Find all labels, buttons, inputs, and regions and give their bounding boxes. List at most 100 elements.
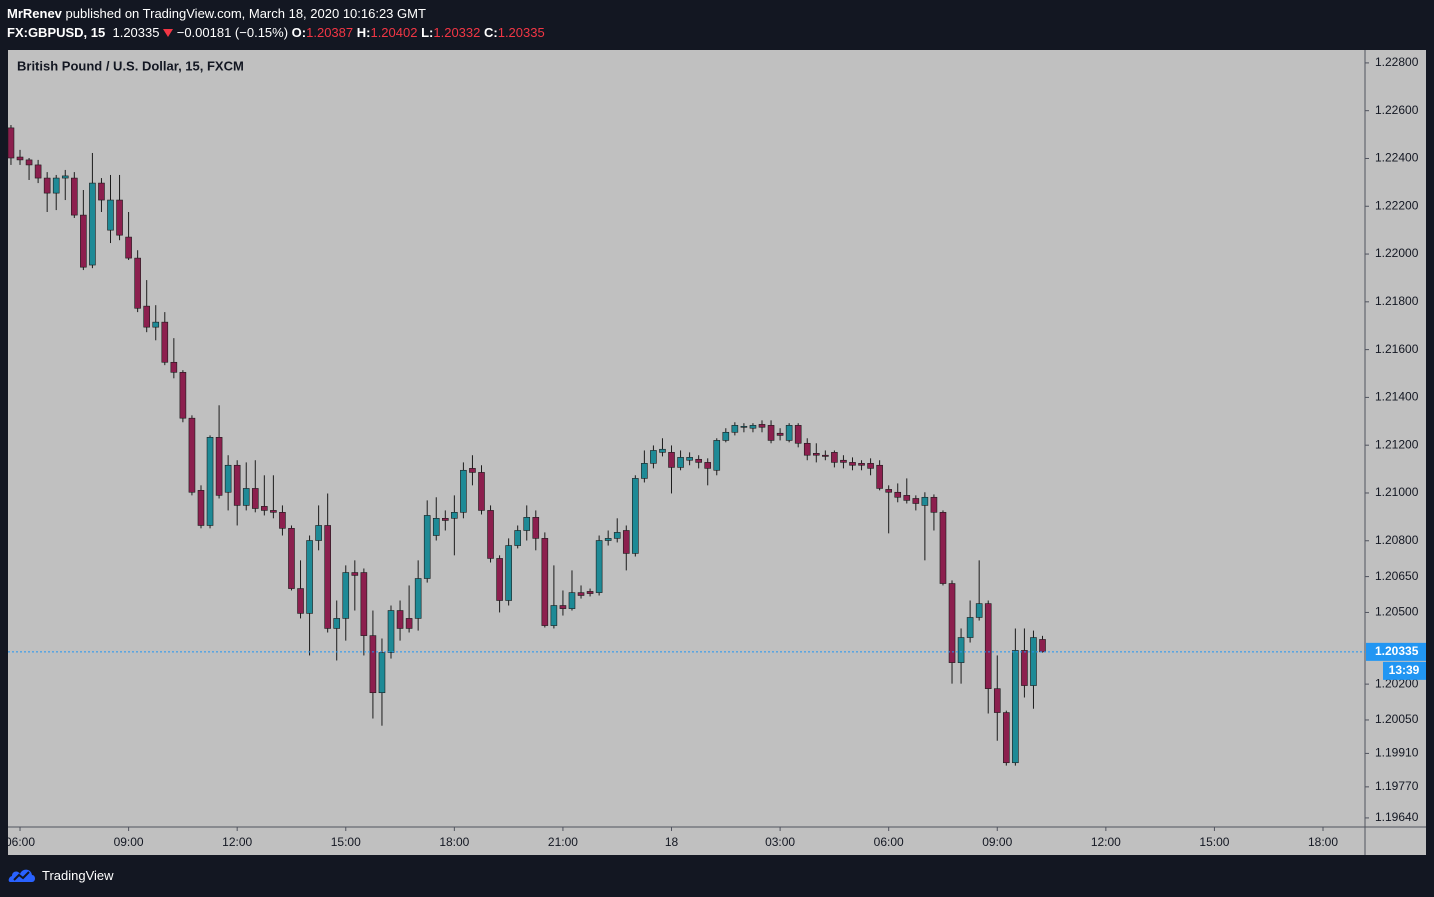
candle-body [622, 530, 630, 554]
candle-body [107, 199, 114, 231]
down-arrow [163, 29, 174, 37]
candle-body [251, 488, 259, 509]
candle-body [351, 572, 359, 576]
candle-body [369, 635, 377, 694]
candle-body [405, 618, 413, 629]
open-label: O: [291, 25, 307, 40]
x-tick-label: 18:00 [1308, 835, 1338, 849]
candle-body [785, 425, 793, 441]
candle-body [966, 617, 974, 638]
candle-body [767, 425, 775, 441]
ohlc-line: FX:GBPUSD, 15 1.20335 −0.00181 (−0.15%) … [7, 25, 545, 40]
candle-body [686, 457, 693, 461]
brand: TradingView [42, 867, 114, 883]
candle-body [233, 464, 241, 506]
candle-body [324, 525, 331, 629]
candle-body [677, 457, 684, 468]
candle-body [143, 305, 150, 328]
candle-body [1012, 650, 1019, 764]
open: 1.20387 [306, 25, 354, 40]
footer: TradingView [8, 866, 114, 884]
y-tick-label: 1.19910 [1375, 746, 1419, 760]
candle-body [179, 372, 187, 419]
y-tick-label: 1.20050 [1375, 712, 1419, 726]
candle-body [25, 159, 33, 166]
last-price-label: 1.20335 [1375, 644, 1419, 658]
candle-body [650, 450, 657, 464]
y-tick-label: 1.21400 [1375, 390, 1419, 404]
countdown-box [1383, 661, 1426, 680]
last: 1.20335 [112, 25, 160, 40]
candle-body [794, 425, 802, 444]
x-tick-label: 12:00 [222, 835, 252, 849]
candle-body [378, 652, 386, 694]
candle-body [604, 538, 612, 541]
x-tick-label: 12:00 [1091, 835, 1121, 849]
candle-body [270, 510, 277, 513]
candle-body [659, 448, 666, 453]
candle-body [7, 127, 15, 159]
low: 1.20332 [433, 25, 481, 40]
candle-body [1030, 637, 1037, 686]
candle-body [315, 525, 322, 541]
candle-body [595, 540, 603, 593]
x-tick-label: 15:00 [1199, 835, 1229, 849]
candle-body [849, 462, 856, 466]
candle-body [731, 425, 739, 433]
candle-body [939, 512, 947, 584]
y-tick-label: 1.22400 [1375, 151, 1419, 165]
y-tick-label: 1.22200 [1375, 198, 1419, 212]
candle-body [125, 236, 132, 259]
y-tick-label: 1.21600 [1375, 342, 1419, 356]
candle-body [414, 578, 422, 619]
candle-body [803, 442, 811, 456]
candle-body [505, 545, 512, 601]
candle-body [333, 618, 341, 629]
candle-body [758, 424, 766, 428]
y-tick-label: 1.19770 [1375, 779, 1419, 793]
y-tick-label: 1.21000 [1375, 485, 1419, 499]
candle-body [894, 491, 902, 498]
publisher: MrRenev [7, 6, 62, 21]
candle-body [858, 463, 865, 466]
candle-body [514, 530, 521, 546]
published: published on TradingView.com, March 18, … [65, 6, 426, 21]
candle-body [984, 603, 992, 689]
y-tick-label: 1.20500 [1375, 605, 1419, 619]
candle-body [713, 440, 721, 471]
y-tick-label: 1.21800 [1375, 294, 1419, 308]
candle-body [613, 532, 621, 539]
x-tick-label: 18:00 [439, 835, 469, 849]
x-tick-label: 15:00 [331, 835, 361, 849]
candle-body [559, 605, 567, 609]
candle-body [242, 488, 250, 506]
candle-body [206, 437, 214, 526]
candle-body [396, 610, 404, 629]
candle-body [261, 506, 268, 511]
low-label: L: [421, 25, 434, 40]
candle-body [188, 417, 196, 493]
candle-body [831, 452, 838, 463]
candle-body [704, 462, 712, 469]
candle-body [550, 605, 558, 626]
candle-body [423, 515, 431, 579]
candle-body [876, 464, 883, 489]
candle-body [641, 463, 648, 479]
candle-body [89, 182, 96, 266]
candle-body [469, 468, 476, 473]
candle-body [134, 257, 141, 309]
x-tick-label: 06:00 [5, 835, 35, 849]
candle-body [306, 540, 313, 614]
candle-body [903, 495, 911, 501]
chart-title: British Pound / U.S. Dollar, 15, FXCM [17, 58, 244, 73]
candle-body [912, 498, 920, 504]
candle-body [61, 175, 69, 179]
high: 1.20402 [370, 25, 418, 40]
countdown: 13:39 [1389, 663, 1420, 677]
candle-body [695, 458, 702, 463]
candle-body [993, 688, 1001, 713]
candle-body [541, 538, 549, 626]
candle-body [432, 518, 440, 536]
y-tick-label: 1.21200 [1375, 437, 1419, 451]
